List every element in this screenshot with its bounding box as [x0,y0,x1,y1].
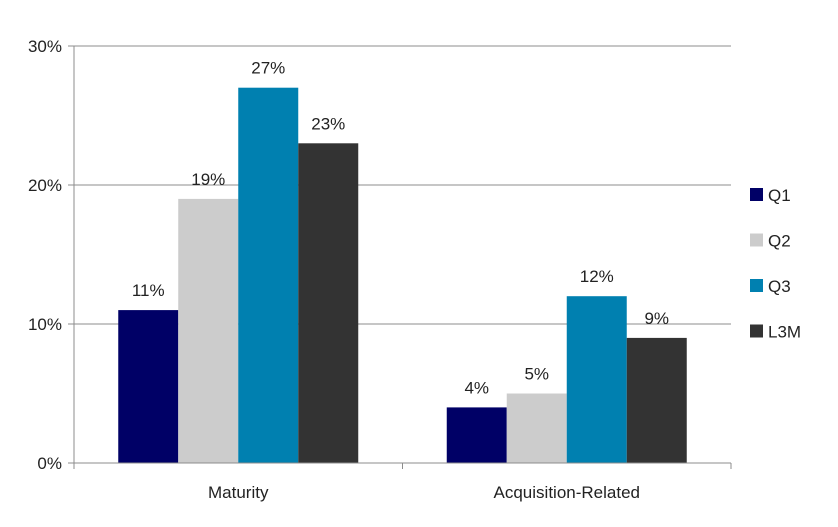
bar-q2-maturity [178,198,239,463]
y-tick-label: 20% [28,176,62,195]
legend-label: Q1 [768,186,791,205]
gridlines [74,45,731,325]
legend-swatch [750,324,763,338]
data-label: 11% [132,281,165,300]
axes: 0% 10% 20% 30% Maturity Acquisition-Related [28,37,732,502]
category-label: Acquisition-Related [494,483,640,502]
bar-q3-acquisition-related [566,296,627,463]
legend: Q1 Q2 Q3 L3M [750,186,801,342]
data-label: 12% [580,267,614,286]
data-label: 9% [644,309,669,328]
legend-swatch [750,188,763,201]
legend-item-q3: Q3 [750,277,791,296]
legend-swatch [750,279,763,292]
legend-label: Q3 [768,277,791,296]
category-label: Maturity [208,483,269,502]
bar-q1-acquisition-related [446,407,507,463]
data-label: 19% [191,170,225,189]
y-tick-label: 10% [28,315,62,334]
bar-q3-maturity [238,87,299,463]
legend-label: L3M [768,323,801,342]
bar-l3m-maturity [298,143,359,464]
y-tick-label: 30% [28,37,62,56]
bar-q2-acquisition-related [506,393,567,463]
legend-swatch [750,233,763,247]
data-label: 27% [251,59,285,78]
data-label: 23% [311,114,345,133]
legend-item-q2: Q2 [750,232,791,251]
legend-item-l3m: L3M [750,323,801,342]
legend-label: Q2 [768,232,791,251]
data-labels: 11% 19% 27% 23% 4% 5% 12% 9% [132,59,669,398]
y-tick-label: 0% [37,454,62,473]
data-label: 5% [524,365,549,384]
bar-q1-maturity [118,310,179,463]
bar-l3m-acquisition-related [626,337,687,463]
bars [118,87,687,464]
legend-item-q1: Q1 [750,186,791,205]
data-label: 4% [464,378,489,397]
